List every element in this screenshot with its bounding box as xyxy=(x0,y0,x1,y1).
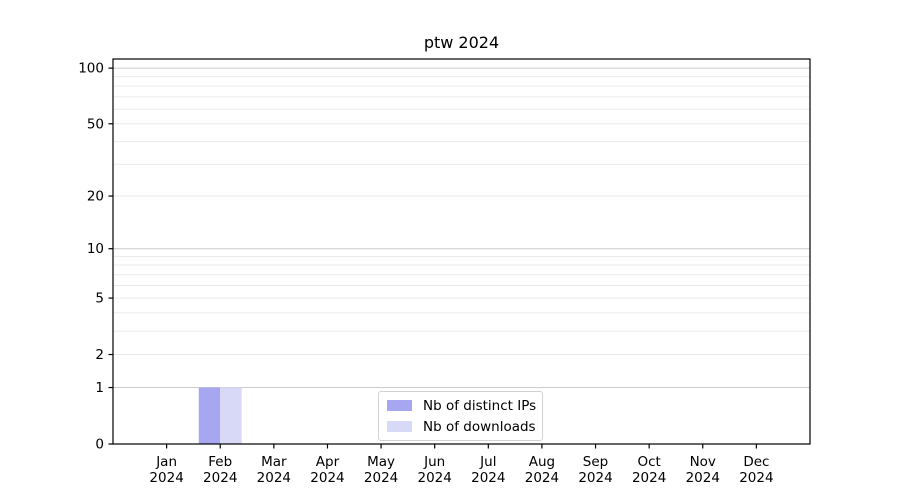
svg-text:Mar: Mar xyxy=(261,454,287,470)
svg-text:May: May xyxy=(367,454,395,470)
svg-text:1: 1 xyxy=(95,380,104,396)
legend-label-downloads: Nb of downloads xyxy=(423,418,536,435)
legend: Nb of distinct IPs Nb of downloads xyxy=(378,391,543,441)
svg-text:2: 2 xyxy=(95,347,104,363)
svg-text:Apr: Apr xyxy=(316,454,340,470)
downloads-swatch-icon xyxy=(387,421,412,432)
svg-text:50: 50 xyxy=(87,116,104,132)
legend-label-distinct-ips: Nb of distinct IPs xyxy=(423,397,537,414)
svg-text:Dec: Dec xyxy=(743,454,769,470)
svg-text:100: 100 xyxy=(78,61,104,77)
svg-text:Jul: Jul xyxy=(479,454,496,470)
distinct-ips-swatch-icon xyxy=(387,400,412,411)
svg-text:2024: 2024 xyxy=(632,470,666,486)
svg-text:Oct: Oct xyxy=(637,454,660,470)
svg-text:0: 0 xyxy=(95,437,104,453)
legend-item-downloads: Nb of downloads xyxy=(387,418,536,435)
svg-text:2024: 2024 xyxy=(686,470,720,486)
svg-text:2024: 2024 xyxy=(739,470,773,486)
svg-text:2024: 2024 xyxy=(149,470,183,486)
svg-text:2024: 2024 xyxy=(525,470,559,486)
svg-text:2024: 2024 xyxy=(418,470,452,486)
svg-text:Sep: Sep xyxy=(583,454,608,470)
svg-text:2024: 2024 xyxy=(364,470,398,486)
svg-text:2024: 2024 xyxy=(471,470,505,486)
svg-text:10: 10 xyxy=(87,241,104,257)
legend-item-distinct-ips: Nb of distinct IPs xyxy=(387,397,537,414)
svg-text:Feb: Feb xyxy=(208,454,232,470)
svg-text:2024: 2024 xyxy=(578,470,612,486)
svg-text:Jan: Jan xyxy=(155,454,177,470)
svg-text:Aug: Aug xyxy=(529,454,555,470)
svg-text:Nov: Nov xyxy=(690,454,716,470)
svg-text:20: 20 xyxy=(87,189,104,205)
chart-title: ptw 2024 xyxy=(423,33,500,52)
svg-text:5: 5 xyxy=(95,291,104,307)
svg-text:2024: 2024 xyxy=(257,470,291,486)
svg-text:2024: 2024 xyxy=(310,470,344,486)
svg-text:Jun: Jun xyxy=(423,454,445,470)
svg-text:2024: 2024 xyxy=(203,470,237,486)
